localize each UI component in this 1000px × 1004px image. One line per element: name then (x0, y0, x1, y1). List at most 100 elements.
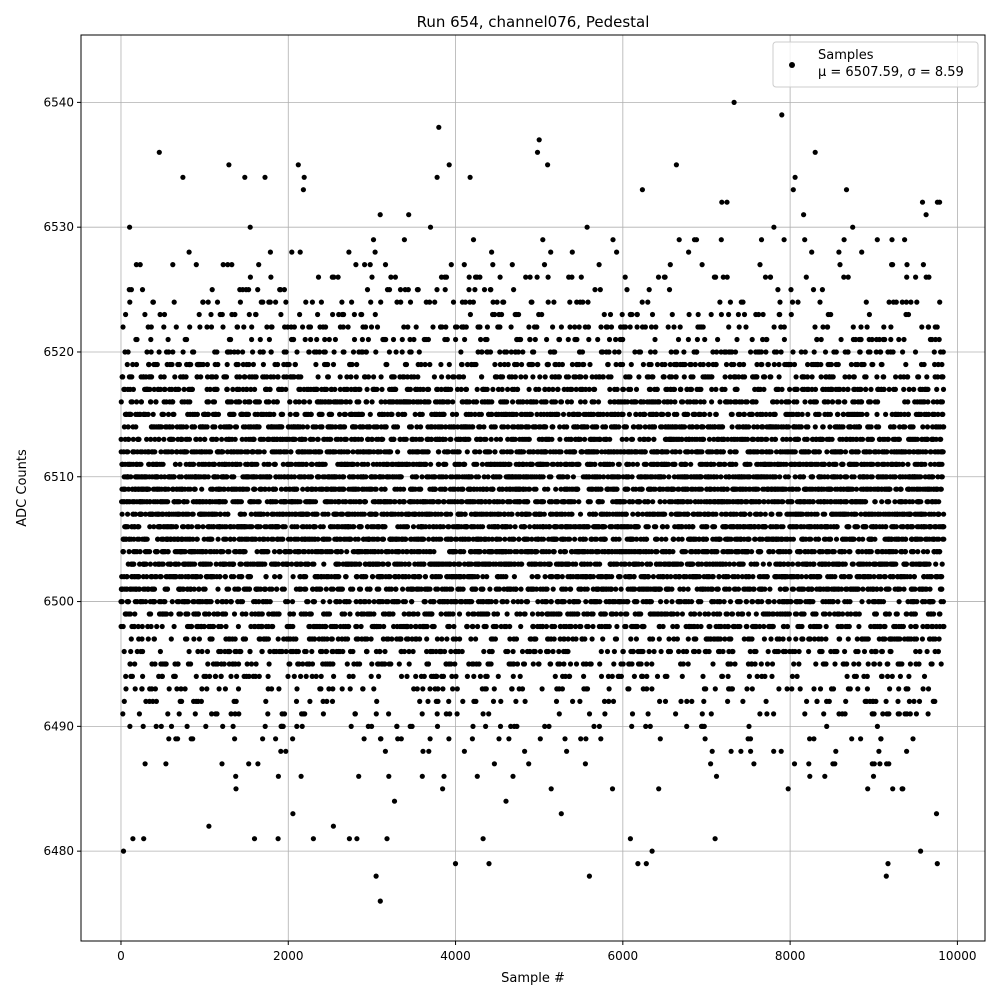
data-point (173, 674, 178, 679)
data-point (331, 674, 336, 679)
data-point (340, 649, 345, 654)
data-point (257, 674, 262, 679)
data-point (429, 611, 434, 616)
data-point (447, 711, 452, 716)
data-point (236, 587, 241, 592)
data-point (496, 674, 501, 679)
data-point (331, 587, 336, 592)
data-point (522, 661, 527, 666)
data-point (201, 300, 206, 305)
data-point (223, 624, 228, 629)
data-point (327, 537, 332, 542)
data-point (199, 649, 204, 654)
data-point (345, 661, 350, 666)
data-point (446, 374, 451, 379)
data-point (297, 399, 302, 404)
data-point (398, 300, 403, 305)
data-point (332, 387, 337, 392)
data-point (397, 661, 402, 666)
data-point (454, 324, 459, 329)
data-point (330, 686, 335, 691)
data-point (383, 262, 388, 267)
data-point (393, 275, 398, 280)
data-point (507, 462, 512, 467)
data-point (341, 487, 346, 492)
data-point (487, 449, 492, 454)
data-point (527, 437, 532, 442)
data-point (192, 424, 197, 429)
data-point (140, 624, 145, 629)
data-point (305, 424, 310, 429)
data-point (318, 587, 323, 592)
data-point (263, 724, 268, 729)
data-point (184, 337, 189, 342)
data-point (489, 437, 494, 442)
data-point (425, 699, 430, 704)
data-point (141, 724, 146, 729)
data-point (321, 599, 326, 604)
data-point (127, 300, 132, 305)
data-point (371, 686, 376, 691)
data-point (346, 324, 351, 329)
data-point (187, 399, 192, 404)
data-point (122, 649, 127, 654)
data-point (509, 449, 514, 454)
data-point (328, 437, 333, 442)
data-point (285, 599, 290, 604)
data-point (439, 611, 444, 616)
data-point (351, 349, 356, 354)
data-point (383, 337, 388, 342)
data-point (460, 649, 465, 654)
data-point (127, 549, 132, 554)
data-point (162, 387, 167, 392)
data-point (284, 649, 289, 654)
data-point (225, 387, 230, 392)
data-point (127, 225, 132, 230)
data-point (261, 349, 266, 354)
data-point (453, 337, 458, 342)
data-point (220, 724, 225, 729)
data-point (229, 262, 234, 267)
data-point (174, 524, 179, 529)
data-point (217, 574, 222, 579)
data-point (260, 649, 265, 654)
data-point (446, 736, 451, 741)
data-point (464, 324, 469, 329)
data-point (309, 412, 314, 417)
data-point (260, 300, 265, 305)
data-point (430, 324, 435, 329)
data-point (219, 674, 224, 679)
data-point (128, 649, 133, 654)
data-point (199, 699, 204, 704)
data-point (206, 412, 211, 417)
data-point (516, 312, 521, 317)
data-point (233, 786, 238, 791)
data-point (210, 287, 215, 292)
data-point (530, 611, 535, 616)
data-point (387, 574, 392, 579)
data-point (309, 474, 314, 479)
data-point (313, 499, 318, 504)
data-point (357, 387, 362, 392)
data-point (465, 624, 470, 629)
data-point (208, 449, 213, 454)
data-point (419, 437, 424, 442)
data-point (442, 412, 447, 417)
data-point (323, 462, 328, 467)
data-point (232, 736, 237, 741)
data-point (343, 412, 348, 417)
data-point (509, 686, 514, 691)
data-point (481, 649, 486, 654)
data-point (229, 599, 234, 604)
data-point (518, 587, 523, 592)
data-point (276, 562, 281, 567)
data-point (410, 724, 415, 729)
data-point (473, 636, 478, 641)
data-point (436, 125, 441, 130)
data-point (426, 337, 431, 342)
data-point (262, 562, 267, 567)
data-point (323, 324, 328, 329)
data-point (425, 624, 430, 629)
data-point (206, 611, 211, 616)
data-point (316, 275, 321, 280)
